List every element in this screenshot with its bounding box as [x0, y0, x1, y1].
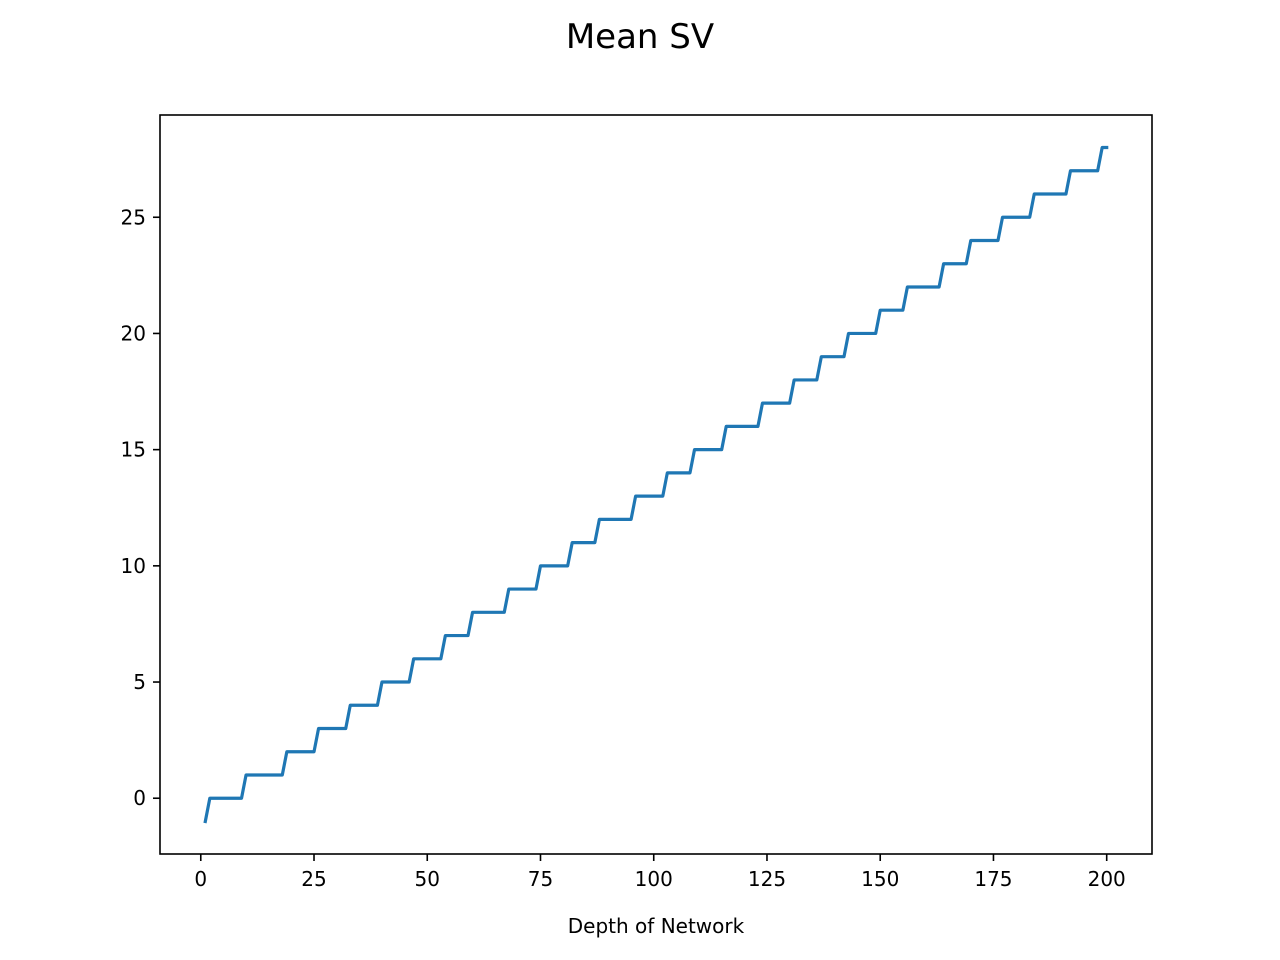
y-tick-label: 25 [121, 205, 146, 229]
x-tick-label: 125 [748, 867, 786, 891]
x-axis-label: Depth of Network [568, 914, 745, 938]
x-tick-label: 100 [635, 867, 673, 891]
x-axis-ticks: 0 25 50 75 100 125 150 175 200 [194, 854, 1126, 891]
plot-frame [159, 114, 1153, 855]
x-tick-label: 75 [528, 867, 553, 891]
plot-area [160, 115, 1152, 854]
y-tick-label: 15 [121, 438, 146, 462]
series-layer [203, 145, 1109, 824]
chart-title: Mean SV [566, 17, 714, 57]
series-line-0 [203, 145, 1109, 824]
y-tick-label: 20 [121, 321, 146, 345]
plot-background [160, 115, 1152, 854]
x-tick-label: 175 [974, 867, 1012, 891]
x-tick-label: 200 [1088, 867, 1126, 891]
x-tick-label: 25 [301, 867, 326, 891]
y-tick-label: 0 [133, 786, 146, 810]
y-axis-ticks: 0 5 10 15 20 25 [121, 205, 160, 810]
y-tick-label: 10 [121, 554, 146, 578]
x-tick-label: 50 [415, 867, 440, 891]
y-tick-label: 5 [133, 670, 146, 694]
x-tick-label: 150 [861, 867, 899, 891]
x-tick-label: 0 [194, 867, 207, 891]
